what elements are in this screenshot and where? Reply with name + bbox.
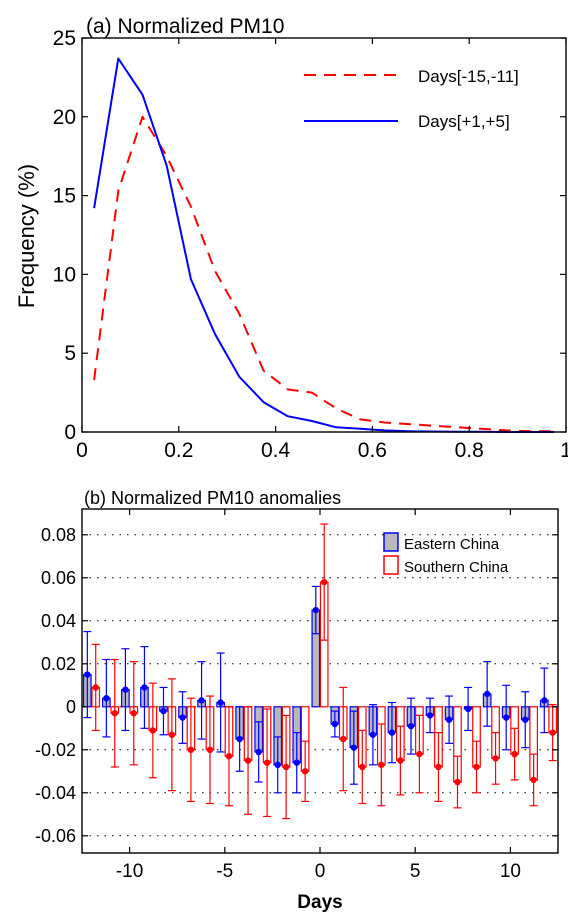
x-tick-label: 0 xyxy=(315,861,326,882)
mean-marker xyxy=(206,746,214,753)
mean-marker xyxy=(492,755,499,762)
mean-marker xyxy=(282,763,290,771)
mean-marker xyxy=(359,763,366,771)
mean-marker xyxy=(149,727,157,734)
y-tick-label: 5 xyxy=(64,342,76,365)
mean-marker xyxy=(255,748,262,756)
mean-marker xyxy=(369,731,377,738)
y-tick-label: 0.02 xyxy=(41,654,76,674)
mean-marker xyxy=(130,710,137,717)
y-tick-label: 0 xyxy=(64,421,76,444)
panel-a-y-axis-label: Frequency (%) xyxy=(14,164,39,308)
legend-label-days-1-5: Days[+1,+5] xyxy=(418,112,510,131)
mean-marker xyxy=(350,744,358,751)
mean-marker xyxy=(435,763,442,771)
y-tick-label: 0.06 xyxy=(41,568,76,588)
mean-marker xyxy=(331,720,339,728)
mean-marker xyxy=(160,707,167,715)
legend-swatch-southern-china xyxy=(383,555,399,575)
y-tick-label: -0.02 xyxy=(35,740,76,760)
mean-marker xyxy=(312,606,319,614)
mean-marker xyxy=(225,753,233,760)
series-line-days-15-11 xyxy=(93,115,554,433)
mean-marker xyxy=(187,746,195,753)
x-tick-label: 0.2 xyxy=(164,439,193,462)
x-tick-label: 10 xyxy=(500,861,521,882)
mean-marker xyxy=(397,757,404,764)
mean-marker xyxy=(217,699,224,706)
y-tick-label: 0.04 xyxy=(41,611,76,631)
x-tick-label: 0 xyxy=(76,439,88,462)
y-tick-label: -0.04 xyxy=(35,783,76,803)
mean-marker xyxy=(464,705,472,713)
panel-b-x-axis-label: Days xyxy=(297,892,342,913)
mean-marker xyxy=(84,671,91,678)
mean-marker xyxy=(293,759,300,766)
panel-b-bar-chart: -10 -5 0 5 10 -0.06 -0.04 -0.02 0 0.02 0.04 0.06 0.0… xyxy=(35,488,559,913)
mean-marker xyxy=(301,768,309,775)
mean-marker xyxy=(511,750,518,758)
y-tick-label: 25 xyxy=(53,27,76,50)
panel-a-axes-box xyxy=(81,37,567,433)
x-tick-label: -10 xyxy=(116,861,143,882)
mean-marker xyxy=(549,729,556,736)
mean-marker xyxy=(522,716,529,723)
mean-marker xyxy=(454,778,461,786)
mean-marker xyxy=(92,684,99,691)
legend-swatch-eastern-china xyxy=(383,532,399,552)
mean-marker xyxy=(530,776,537,784)
mean-marker xyxy=(541,697,548,704)
legend-label-eastern-china: Eastern China xyxy=(404,536,500,553)
series-southern-china xyxy=(91,523,558,820)
mean-marker xyxy=(122,686,129,693)
x-tick-label: 0.8 xyxy=(455,439,484,462)
mean-marker xyxy=(244,757,252,764)
mean-marker xyxy=(236,735,243,743)
mean-marker xyxy=(388,729,396,736)
legend-label-southern-china: Southern China xyxy=(404,559,509,576)
y-tick-label: 0.08 xyxy=(41,525,76,545)
mean-marker xyxy=(274,761,281,769)
y-tick-label: 15 xyxy=(53,185,76,208)
mean-marker xyxy=(503,714,510,721)
panel-b-legend: Eastern China Southern China xyxy=(383,532,509,576)
panel-a-title: (a) Normalized PM10 xyxy=(86,15,284,38)
mean-marker xyxy=(141,684,148,691)
x-tick-label: 5 xyxy=(410,861,421,882)
panel-a-legend: Days[-15,-11] Days[+1,+5] xyxy=(304,67,519,131)
mean-marker xyxy=(416,750,423,758)
y-tick-label: -0.06 xyxy=(35,826,76,846)
panel-b-title: (b) Normalized PM10 anomalies xyxy=(84,488,341,508)
panel-a-plot-area xyxy=(82,38,566,432)
x-tick-label: 0.4 xyxy=(261,439,291,462)
mean-marker xyxy=(378,761,385,769)
mean-marker xyxy=(321,578,328,586)
y-tick-label: 0 xyxy=(66,697,76,717)
mean-marker xyxy=(198,697,205,704)
mean-marker xyxy=(103,695,110,702)
legend-label-days-15-11: Days[-15,-11] xyxy=(418,67,519,86)
mean-marker xyxy=(111,710,118,717)
mean-marker xyxy=(263,759,271,766)
x-tick-label: 1 xyxy=(560,439,568,462)
mean-marker xyxy=(426,712,434,719)
mean-marker xyxy=(483,690,491,698)
mean-marker xyxy=(340,735,347,743)
mean-marker xyxy=(407,722,415,730)
series-eastern-china xyxy=(82,585,549,794)
x-tick-label: 0.6 xyxy=(358,439,387,462)
y-tick-label: 10 xyxy=(53,263,76,286)
mean-marker xyxy=(179,714,186,721)
mean-marker xyxy=(445,716,453,723)
y-tick-label: 20 xyxy=(53,106,76,129)
x-tick-label: -5 xyxy=(216,861,233,882)
mean-marker xyxy=(473,763,480,771)
mean-marker xyxy=(168,731,176,738)
